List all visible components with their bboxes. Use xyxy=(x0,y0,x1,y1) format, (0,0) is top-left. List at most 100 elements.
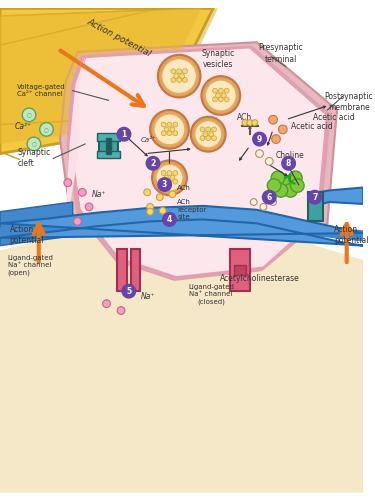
Text: Ligand-gated
Na⁺ channel
(open): Ligand-gated Na⁺ channel (open) xyxy=(8,254,54,276)
Polygon shape xyxy=(70,47,327,278)
Circle shape xyxy=(144,189,151,196)
Text: Acetic acid: Acetic acid xyxy=(291,122,332,132)
Circle shape xyxy=(291,179,304,192)
Polygon shape xyxy=(0,206,363,246)
Circle shape xyxy=(173,131,178,136)
Circle shape xyxy=(206,127,211,132)
Circle shape xyxy=(147,208,153,215)
Circle shape xyxy=(274,184,288,197)
Circle shape xyxy=(284,184,297,197)
Circle shape xyxy=(180,74,184,78)
Polygon shape xyxy=(308,188,363,207)
Circle shape xyxy=(171,69,176,73)
Circle shape xyxy=(242,120,248,126)
Circle shape xyxy=(270,198,276,205)
Circle shape xyxy=(173,180,178,184)
Circle shape xyxy=(211,136,216,140)
Text: 4: 4 xyxy=(167,215,172,224)
Circle shape xyxy=(177,69,182,73)
Circle shape xyxy=(158,55,201,98)
Circle shape xyxy=(64,179,72,186)
Text: 6: 6 xyxy=(267,192,272,202)
Circle shape xyxy=(216,93,220,98)
Text: ○: ○ xyxy=(32,142,36,146)
Circle shape xyxy=(256,150,263,158)
Circle shape xyxy=(213,88,217,93)
Text: 1: 1 xyxy=(122,130,127,138)
Circle shape xyxy=(211,127,216,132)
Circle shape xyxy=(267,179,281,192)
Circle shape xyxy=(164,176,169,180)
Circle shape xyxy=(200,136,205,140)
Circle shape xyxy=(40,122,53,136)
Text: 9: 9 xyxy=(257,134,262,143)
Text: Action
potential: Action potential xyxy=(334,224,369,244)
Text: Acetylcholinesterase: Acetylcholinesterase xyxy=(220,274,299,283)
Circle shape xyxy=(224,88,229,93)
Circle shape xyxy=(150,110,189,149)
Circle shape xyxy=(156,164,183,192)
Text: ACh: ACh xyxy=(177,186,191,192)
Bar xyxy=(97,150,120,158)
Circle shape xyxy=(206,136,211,140)
Polygon shape xyxy=(0,8,213,154)
Text: Postsynaptic
membrane: Postsynaptic membrane xyxy=(324,92,373,112)
Polygon shape xyxy=(0,8,218,149)
Circle shape xyxy=(174,74,178,78)
Circle shape xyxy=(154,114,185,145)
Circle shape xyxy=(253,132,266,146)
Circle shape xyxy=(163,212,176,226)
Bar xyxy=(99,138,118,154)
Text: Choline: Choline xyxy=(276,152,305,160)
Polygon shape xyxy=(0,8,213,154)
Text: Na⁺: Na⁺ xyxy=(92,190,106,199)
Circle shape xyxy=(164,127,169,132)
Text: Synaptic
cleft: Synaptic cleft xyxy=(17,148,51,169)
Circle shape xyxy=(266,158,273,165)
Polygon shape xyxy=(68,47,329,280)
Circle shape xyxy=(183,78,188,82)
Circle shape xyxy=(117,306,125,314)
Circle shape xyxy=(161,131,166,136)
Circle shape xyxy=(308,190,321,204)
Text: 3: 3 xyxy=(162,180,167,189)
Circle shape xyxy=(201,76,240,115)
Circle shape xyxy=(247,120,253,126)
Circle shape xyxy=(171,78,176,82)
Text: Ca²⁺: Ca²⁺ xyxy=(140,137,156,143)
Circle shape xyxy=(173,170,178,175)
Circle shape xyxy=(170,176,175,180)
Circle shape xyxy=(206,80,236,111)
Circle shape xyxy=(191,117,226,152)
Text: 7: 7 xyxy=(312,192,318,202)
Circle shape xyxy=(74,218,81,226)
Circle shape xyxy=(252,120,258,126)
Circle shape xyxy=(271,171,285,184)
Circle shape xyxy=(167,170,172,175)
Text: ○: ○ xyxy=(44,127,49,132)
Circle shape xyxy=(251,198,257,205)
Circle shape xyxy=(122,284,136,298)
Circle shape xyxy=(289,171,302,184)
Circle shape xyxy=(167,122,172,127)
Text: ○: ○ xyxy=(27,112,32,117)
Circle shape xyxy=(159,208,166,214)
Circle shape xyxy=(203,132,208,136)
Text: ACh: ACh xyxy=(237,112,252,122)
Circle shape xyxy=(162,58,196,94)
Circle shape xyxy=(269,116,278,124)
Circle shape xyxy=(161,122,166,127)
Text: Voltage-gated
Ca²⁺ channel: Voltage-gated Ca²⁺ channel xyxy=(17,84,66,98)
Polygon shape xyxy=(66,57,85,212)
Text: ACh
receptor
site: ACh receptor site xyxy=(177,200,207,220)
Text: Presynaptic
terminal: Presynaptic terminal xyxy=(258,44,303,64)
Bar xyxy=(231,248,250,291)
Bar xyxy=(97,134,120,141)
Circle shape xyxy=(117,128,131,141)
Bar xyxy=(117,248,127,291)
Circle shape xyxy=(161,180,166,184)
Circle shape xyxy=(156,194,163,200)
Circle shape xyxy=(218,88,223,93)
Text: Ligand-gated
Na⁺ channel
(closed): Ligand-gated Na⁺ channel (closed) xyxy=(188,284,234,305)
Circle shape xyxy=(282,156,296,170)
